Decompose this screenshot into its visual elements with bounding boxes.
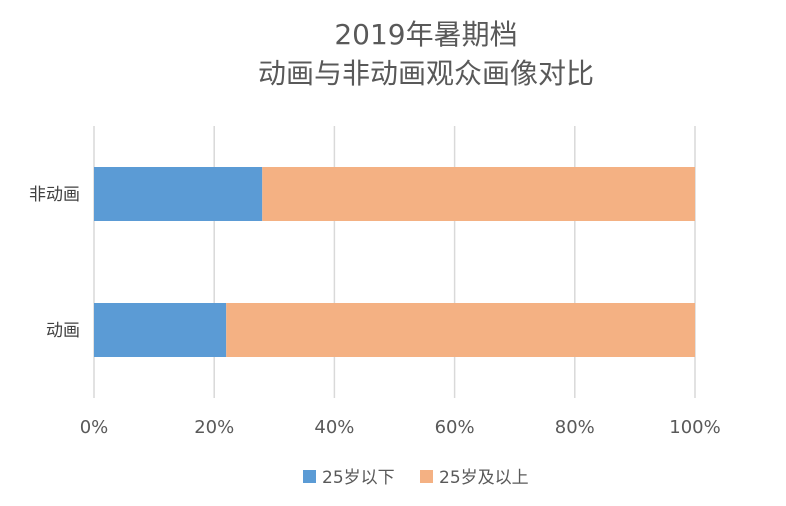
legend-label: 25岁以下 — [322, 468, 395, 488]
legend-swatch — [303, 470, 316, 483]
chart-title-line-2: 动画与非动画观众画像对比 — [258, 57, 594, 90]
x-tick-labels: 0% 20% 40% 60% 80% 100% — [80, 417, 721, 438]
category-label: 非动画 — [29, 185, 80, 205]
chart-title-line-1: 2019年暑期档 — [334, 18, 517, 51]
x-tick-label: 20% — [194, 417, 234, 438]
bar-under-25-0 — [94, 167, 263, 221]
bar-25-and-over-0 — [262, 167, 695, 221]
x-tick-label: 0% — [80, 417, 109, 438]
x-tick-label: 40% — [314, 417, 354, 438]
legend: 25岁以下 25岁及以上 — [303, 468, 529, 488]
x-tick-label: 60% — [435, 417, 475, 438]
category-label: 动画 — [46, 321, 80, 341]
legend-swatch — [420, 470, 433, 483]
bar-under-25-1 — [94, 303, 227, 357]
bar-25-and-over-1 — [226, 303, 695, 357]
gridlines — [93, 126, 696, 398]
x-tick-label: 100% — [669, 417, 720, 438]
legend-label: 25岁及以上 — [439, 468, 529, 488]
bars — [94, 167, 695, 357]
x-tick-label: 80% — [555, 417, 595, 438]
